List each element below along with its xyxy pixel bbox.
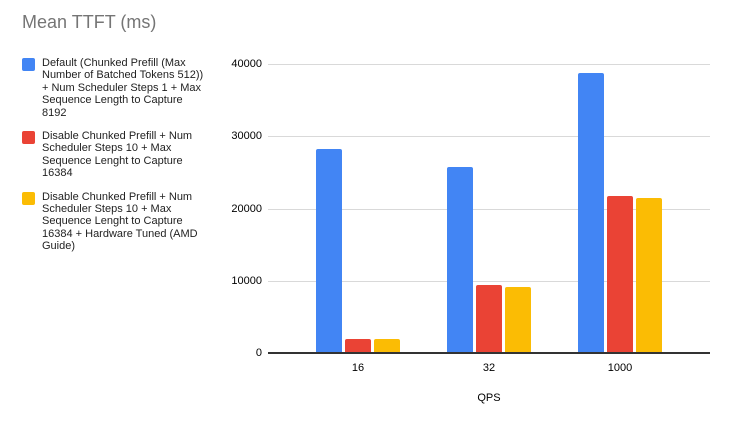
x-axis-title: QPS <box>477 392 501 404</box>
x-tick-label-32: 32 <box>482 362 496 374</box>
legend: Default (Chunked Prefill (Max Number of … <box>22 57 227 253</box>
legend-entry-3: Disable Chunked Prefill + Num Scheduler … <box>22 191 227 253</box>
x-axis-line <box>268 352 710 354</box>
x-tick-label-16: 16 <box>351 362 365 374</box>
chart-title: Mean TTFT (ms) <box>22 12 157 32</box>
y-tick-label-10000: 10000 <box>231 274 262 287</box>
plot-area: 0 10000 20000 30000 40000 <box>231 58 710 359</box>
legend-label: Disable Chunked Prefill + Num Scheduler … <box>42 130 193 180</box>
legend-entry-2: Disable Chunked Prefill + Num Scheduler … <box>22 130 227 180</box>
gridline-40000 <box>268 64 710 65</box>
bar-series2-qps32 <box>476 285 502 353</box>
legend-swatch-icon <box>22 191 35 205</box>
gridline-10000 <box>268 280 710 282</box>
bar-series1-qps16 <box>316 149 342 353</box>
legend-entry-1: Default (Chunked Prefill (Max Number of … <box>22 57 227 119</box>
y-tick-label-30000: 30000 <box>231 130 262 143</box>
bar-series3-qps16 <box>374 339 400 353</box>
bar-series2-qps16 <box>345 338 371 353</box>
legend-label: Default (Chunked Prefill (Max Number of … <box>42 57 204 119</box>
bar-series2-qps1000 <box>607 196 633 353</box>
gridline-20000 <box>268 208 710 210</box>
bar-series1-qps1000 <box>578 73 604 353</box>
y-tick-label-40000: 40000 <box>231 58 262 70</box>
bar-series3-qps32 <box>505 286 531 353</box>
gridline-30000 <box>268 136 710 138</box>
legend-swatch-icon <box>22 58 35 71</box>
y-tick-label-0: 0 <box>255 347 262 359</box>
bar-series1-qps32 <box>447 166 473 353</box>
legend-label: Disable Chunked Prefill + Num Scheduler … <box>42 190 198 253</box>
legend-swatch-icon <box>22 131 35 145</box>
bar-series3-qps1000 <box>636 198 662 353</box>
x-tick-label-1000: 1000 <box>607 362 633 374</box>
y-tick-label-20000: 20000 <box>231 202 262 215</box>
